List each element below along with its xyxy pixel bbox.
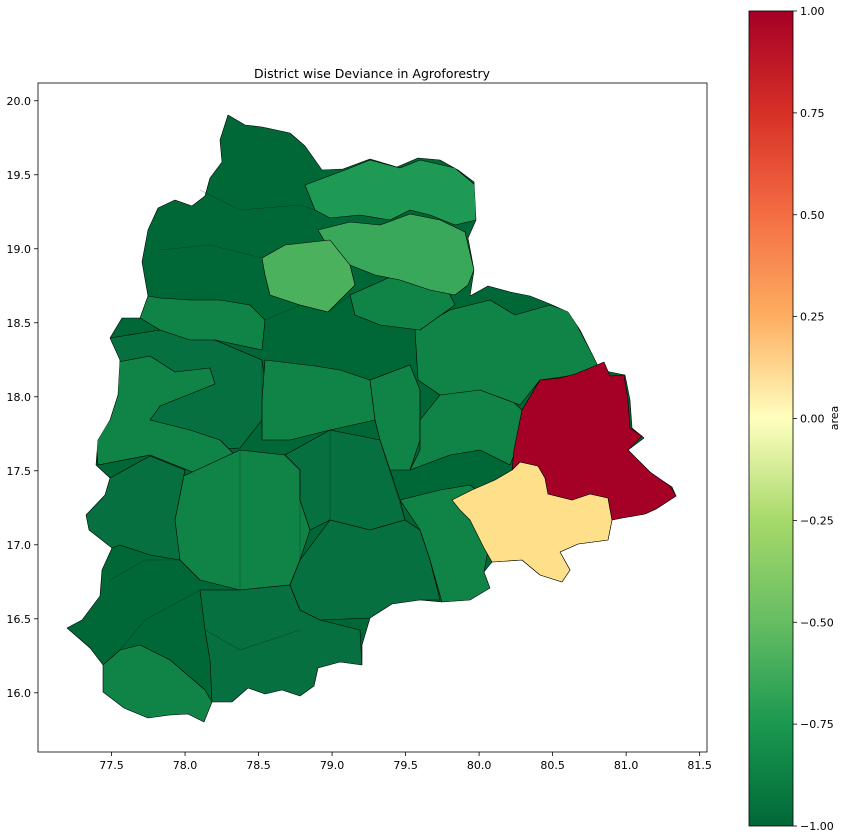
colorbar-tick-label: −0.75 <box>800 718 834 731</box>
x-tick-label: 80.5 <box>540 759 565 772</box>
colorbar-tick-label: 0.50 <box>800 209 825 222</box>
telangana-map <box>66 114 677 723</box>
x-tick-label: 78.0 <box>173 759 198 772</box>
colorbar-tick-label: 0.00 <box>800 413 825 426</box>
district-west-north <box>139 295 266 351</box>
y-tick-label: 17.5 <box>7 465 32 478</box>
district-south-west-lower <box>102 644 213 722</box>
y-tick-label: 19.0 <box>7 243 32 256</box>
y-tick-label: 20.0 <box>7 95 32 108</box>
y-tick-label: 18.0 <box>7 391 32 404</box>
x-tick-label: 77.5 <box>99 759 124 772</box>
district-north-central-light <box>261 239 356 313</box>
y-tick-label: 17.0 <box>7 539 32 552</box>
colorbar-label: area <box>828 406 841 431</box>
district-north-central <box>261 359 376 441</box>
district-north-2 <box>304 159 477 226</box>
colorbar-gradient <box>748 10 794 827</box>
colorbar-tick-label: −0.25 <box>800 514 834 527</box>
chart-title: District wise Deviance in Agroforestry <box>254 66 491 81</box>
colorbar-tick-label: 1.00 <box>800 5 825 18</box>
y-tick-label: 16.0 <box>7 687 32 700</box>
x-tick-label: 79.5 <box>393 759 418 772</box>
y-axis: 20.0 19.5 19.0 18.5 18.0 17.5 17.0 16.5 16.0 <box>7 95 38 700</box>
y-tick-label: 18.5 <box>7 317 32 330</box>
x-tick-label: 78.5 <box>246 759 271 772</box>
colorbar-tick-label: 0.75 <box>800 107 825 120</box>
x-axis: 77.5 78.0 78.5 79.0 79.5 80.0 80.5 81.0 81.5 <box>99 752 712 772</box>
district-north-east-1 <box>317 213 475 296</box>
district-bhadradri-kothagudem <box>511 361 677 521</box>
colorbar: 1.00 0.75 0.50 0.25 0.00 −0.25 −0.50 −0.75 −1.00… <box>748 5 841 833</box>
colorbar-tick-label: −0.50 <box>800 616 834 629</box>
colorbar-tick-label: −1.00 <box>800 820 834 833</box>
x-tick-label: 81.5 <box>687 759 712 772</box>
y-tick-label: 19.5 <box>7 169 32 182</box>
colorbar-tick-label: 0.25 <box>800 311 825 324</box>
district-borders <box>109 189 421 651</box>
x-tick-label: 80.0 <box>467 759 492 772</box>
x-tick-label: 81.0 <box>614 759 639 772</box>
y-tick-label: 16.5 <box>7 613 32 626</box>
x-tick-label: 79.0 <box>320 759 345 772</box>
district-center-lower <box>289 519 441 621</box>
colorbar-ticks: 1.00 0.75 0.50 0.25 0.00 −0.25 −0.50 −0.75 −1.00 <box>793 5 834 833</box>
